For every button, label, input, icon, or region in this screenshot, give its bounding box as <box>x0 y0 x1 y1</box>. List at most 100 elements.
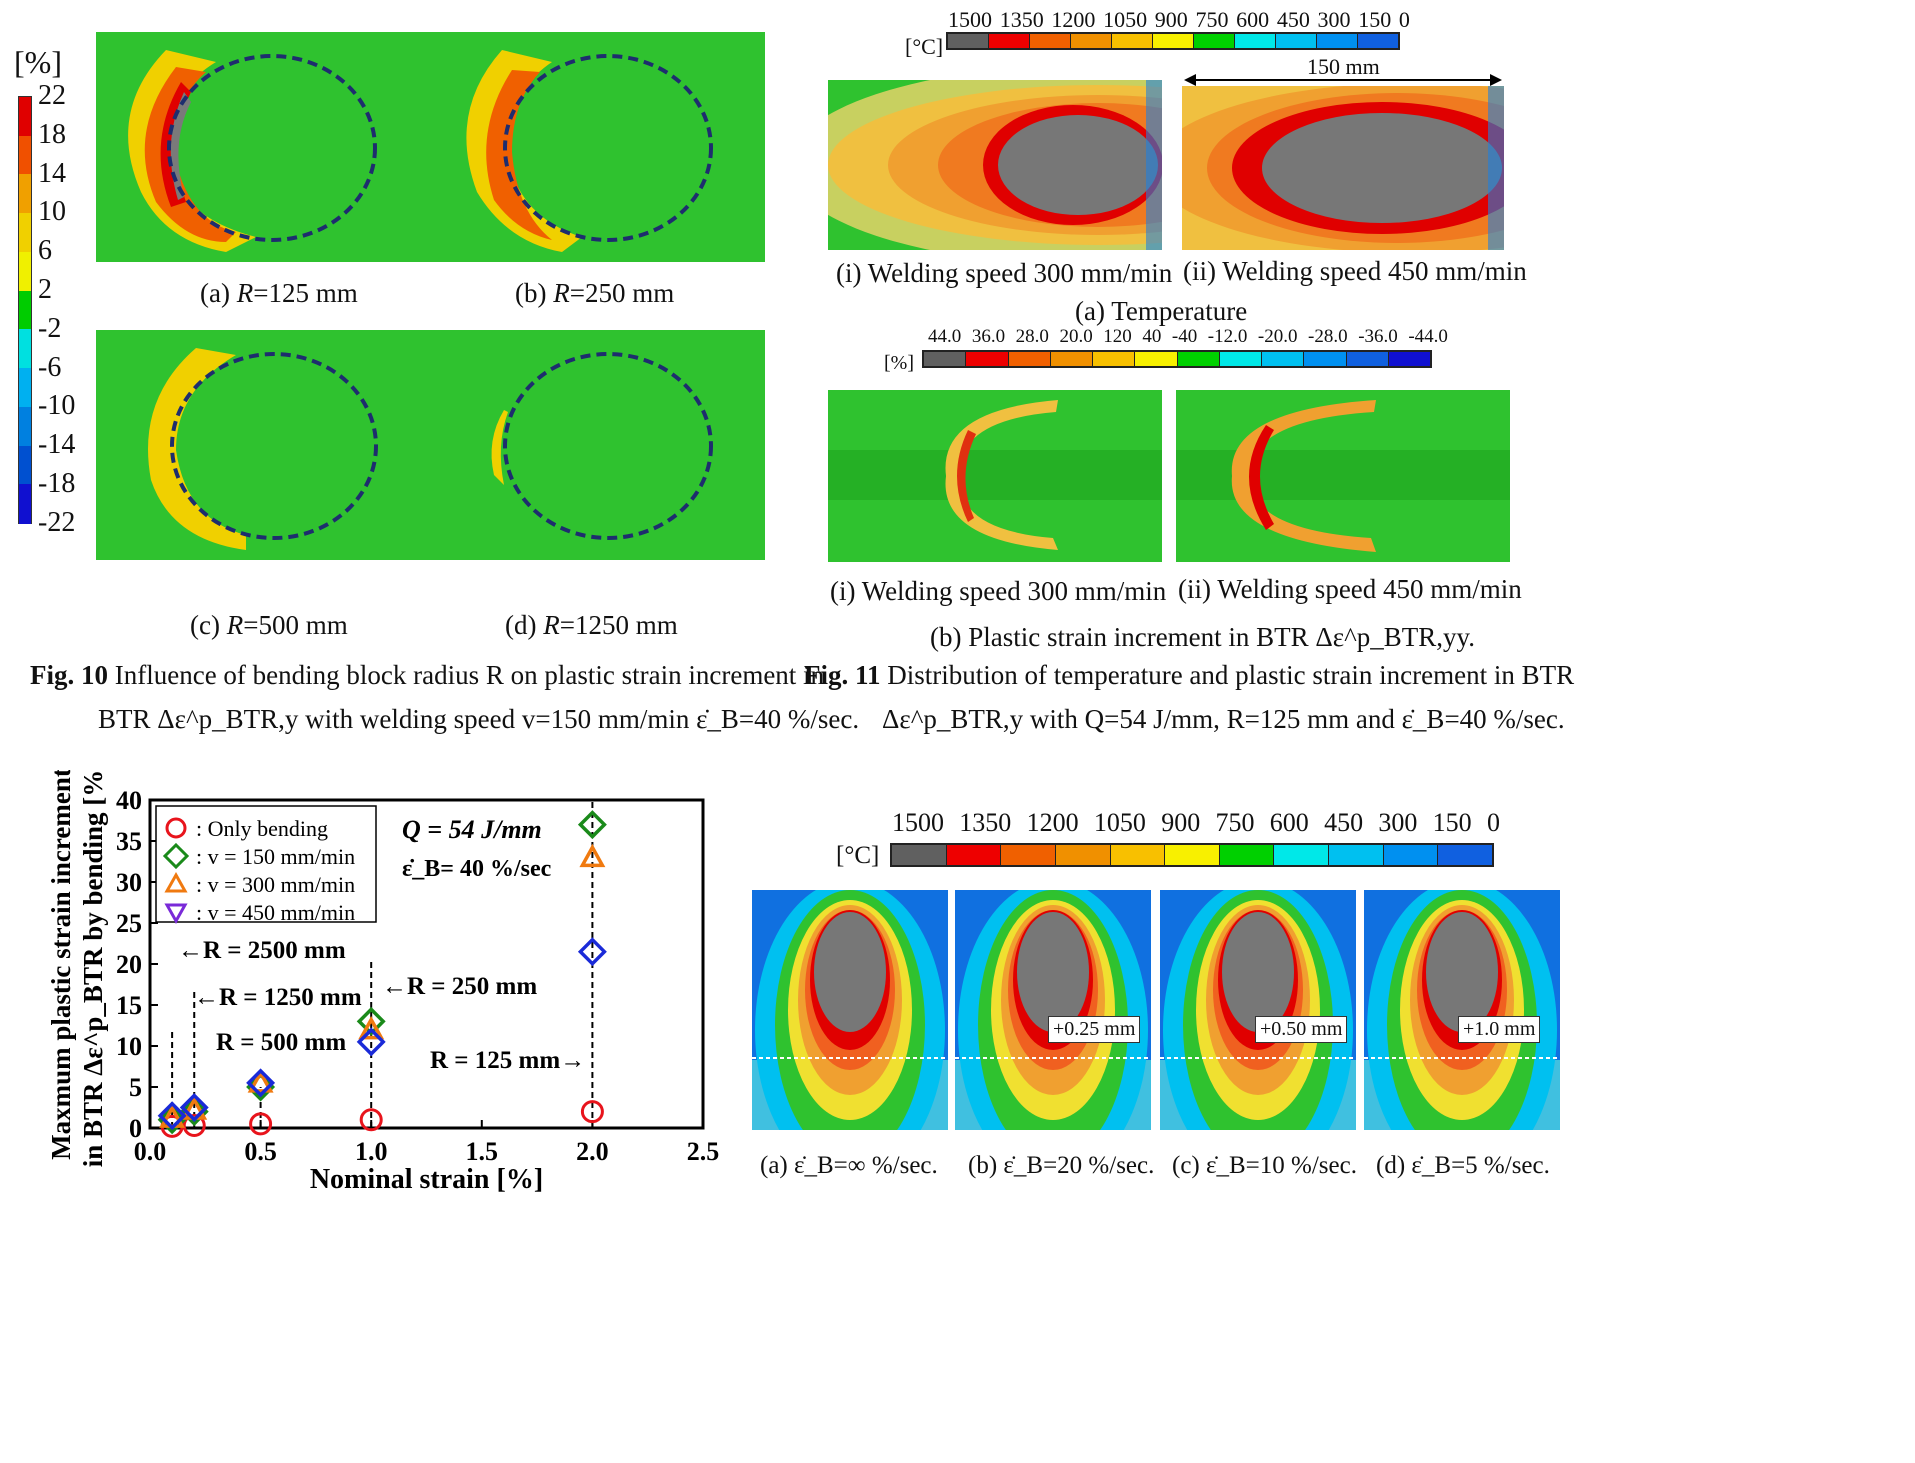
strain-chart-svg: 0.0 0.5 1.0 1.5 2.0 2.5 0 5 10 15 20 25 30 35 40 Nomina… <box>46 770 719 1195</box>
data-point <box>179 1093 209 1122</box>
data-point <box>579 843 606 868</box>
fig10-scale-label: 14 <box>38 157 66 189</box>
fig10-colorbar <box>18 96 32 524</box>
fig11-temp-label-i: (i) Welding speed 300 mm/min <box>836 258 1173 288</box>
fig11-temp-tick: 1200 <box>1051 7 1096 32</box>
fig11-strain-colorbar-swatch <box>1304 352 1347 366</box>
x-tick-label: 1.5 <box>466 1137 499 1166</box>
fig11-temp-tick: 600 <box>1236 7 1270 32</box>
fig11-temp-colorbar-swatch <box>1153 34 1194 48</box>
fig11-dimension-arrow <box>1184 74 1502 86</box>
fig11-temp-title: (a) Temperature <box>1075 296 1248 326</box>
fig12-panel <box>955 890 1151 1130</box>
fig10-colorbar-swatch <box>19 213 31 253</box>
data-point <box>356 1006 386 1036</box>
fig11-strain-ticks: 44.0 36.0 28.0 20.0 120 40 -40 -12.0 -20.0 -28.0-… <box>928 326 1448 348</box>
fig10-panel-c <box>96 330 432 560</box>
fig12-offset-label: +1.0 mm <box>1458 1016 1541 1043</box>
fig12-label-b: (b) ε̇_B=20 %/sec. <box>968 1152 1155 1179</box>
legend-label: : Only bending <box>196 816 328 841</box>
fig11-strain-label-ii: (ii) Welding speed 450 mm/min <box>1178 574 1522 604</box>
fig12-temp-tick: 450 <box>1324 808 1364 837</box>
fig11-temp-colorbar-swatch <box>1071 34 1112 48</box>
annotation-q: Q = 54 J/mm <box>402 815 542 844</box>
fig11-strain-colorbar <box>922 350 1432 368</box>
x-tick-label: 0.0 <box>134 1137 167 1166</box>
fig10-colorbar-swatch <box>19 484 31 524</box>
fig12-temp-tick: 300 <box>1378 808 1418 837</box>
fig11-temp-tick: 0 <box>1398 7 1410 32</box>
fig12-temp-colorbar-swatch <box>1438 845 1493 865</box>
fig11-temp-tick: 1500 <box>948 7 992 32</box>
fig11-strain-panel-i <box>828 390 1162 562</box>
fig10-label-b: (b) R=250 mm <box>515 278 675 308</box>
fig10-caption-line1: Fig. 10 Influence of bending block radiu… <box>30 660 825 690</box>
data-point <box>157 1105 187 1135</box>
fig11-temp-tick: 1050 <box>1103 7 1148 32</box>
fig10-scale-label: -2 <box>38 312 62 344</box>
legend-box <box>155 805 377 923</box>
fig11-temp-panel-ii <box>1182 86 1504 250</box>
fig10-scale-label: 22 <box>38 80 66 111</box>
fig12-temp-colorbar-swatch <box>1055 845 1111 865</box>
fig10-scale-label: -22 <box>38 506 76 538</box>
fig10-scale-label: 6 <box>38 235 52 267</box>
y-tick-label: 15 <box>116 991 142 1020</box>
fig12-temp-colorbar-swatch <box>1001 845 1056 865</box>
fig10-scale-label: 18 <box>38 118 66 150</box>
y-tick-label: 20 <box>116 950 142 979</box>
fig11-temp-tick: 750 <box>1195 7 1229 32</box>
fig10-label-a: (a) R=125 mm <box>200 278 358 308</box>
data-point <box>577 810 607 840</box>
data-point <box>157 1101 187 1131</box>
fig12-temp-colorbar-swatch <box>1110 845 1166 865</box>
fig12-temp-colorbar-swatch <box>1329 845 1384 865</box>
fig12-temp-tick: 1200 <box>1026 808 1079 837</box>
y-tick-label: 30 <box>116 868 142 897</box>
fig11-temp-colorbar-swatch <box>1276 34 1317 48</box>
fig10-scale-label: 2 <box>38 274 52 305</box>
fig11-temp-unit: [°C] <box>905 34 944 59</box>
fig11-strain-unit: [%] <box>884 352 914 374</box>
data-point <box>182 1114 206 1138</box>
fig11-strain-colorbar-swatch <box>1135 352 1178 366</box>
data-point <box>358 1015 385 1040</box>
fig12-panel <box>752 890 948 1130</box>
fig11-temp-tick: 1350 <box>999 7 1044 32</box>
x-tick-label: 2.0 <box>576 1137 609 1166</box>
data-point <box>580 1100 604 1124</box>
fig11-temp-colorbar-swatch <box>989 34 1030 48</box>
fig11-strain-tick: 120 <box>1103 326 1132 347</box>
fig11-strain-colorbar-swatch <box>1050 352 1093 366</box>
fig12-temp-tick: 1350 <box>959 808 1012 837</box>
fig11-temp-colorbar-swatch <box>1235 34 1276 48</box>
y-tick-label: 0 <box>129 1114 142 1143</box>
data-point <box>246 1068 276 1098</box>
fig11-temp-colorbar-swatch <box>1358 34 1398 48</box>
fig11-strain-title: (b) Plastic strain increment in BTR Δε^p… <box>930 622 1476 652</box>
fig11-strain-tick: 28.0 <box>1015 326 1049 347</box>
fig12-temp-ticks: 1500 1350 1200 1050 900 750 600 450 300 150 0 <box>892 808 1500 838</box>
fig12-temp-colorbar-swatch <box>892 845 947 865</box>
annotation-r500: R = 500 mm <box>216 1029 346 1056</box>
legend-label: : v = 300 mm/min <box>196 872 355 897</box>
fig11-strain-colorbar-swatch <box>1346 352 1389 366</box>
fig10-colorbar-swatch <box>19 135 31 176</box>
fig12-label-d: (d) ε̇_B=5 %/sec. <box>1376 1152 1550 1179</box>
fig10-scale-label: 10 <box>38 196 66 228</box>
fig11-strain-colorbar-swatch <box>1262 352 1305 366</box>
fig10-colorbar-swatch <box>19 290 31 331</box>
data-point <box>577 937 607 967</box>
fig11-strain-label-i: (i) Welding speed 300 mm/min <box>830 576 1167 606</box>
fig12-temp-unit: [°C] <box>836 842 880 869</box>
fig12-temp-tick: 900 <box>1161 808 1201 837</box>
data-point <box>247 1069 274 1093</box>
fig11-strain-colorbar-swatch <box>924 352 967 366</box>
fig10-colorbar-swatch <box>19 97 31 137</box>
x-tick-label: 1.0 <box>355 1137 388 1166</box>
fig12-temp-colorbar-swatch <box>946 845 1002 865</box>
y-tick-label: 25 <box>116 909 142 938</box>
fig11-strain-tick: 40 <box>1142 326 1162 347</box>
fig11-strain-tick: 36.0 <box>971 326 1006 347</box>
fig10-label-c: (c) R=500 mm <box>190 610 348 640</box>
